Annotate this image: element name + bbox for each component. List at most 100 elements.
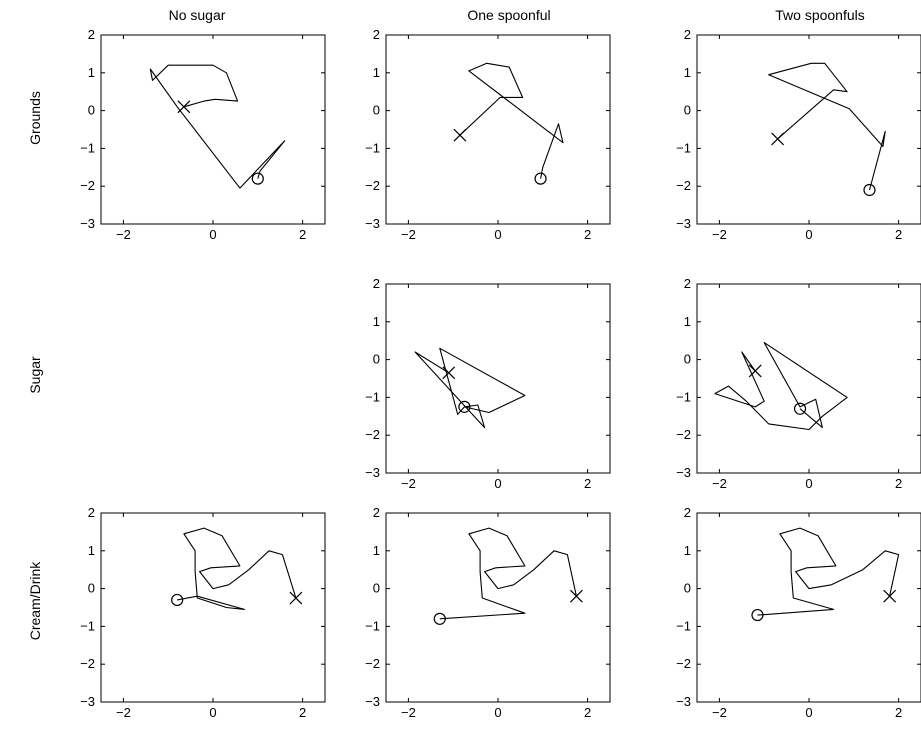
row-label-grounds: Grounds: [27, 91, 43, 145]
x-tick-label: −2: [401, 227, 416, 242]
y-tick-label: 0: [373, 352, 380, 367]
y-tick-label: −2: [676, 178, 691, 193]
x-tick-label: 0: [494, 227, 501, 242]
y-tick-label: −1: [80, 618, 95, 633]
trajectory-line: [714, 342, 848, 431]
y-tick-label: 0: [684, 103, 691, 118]
y-tick-label: −1: [676, 140, 691, 155]
y-tick-label: 2: [373, 505, 380, 520]
y-tick-label: −1: [365, 140, 380, 155]
y-tick-label: −1: [365, 389, 380, 404]
start-x-marker: [453, 128, 467, 142]
row-label-sugar: Sugar: [27, 356, 43, 394]
y-tick-label: 0: [88, 581, 95, 596]
y-tick-label: 2: [684, 505, 691, 520]
panel-r0-c0: −2 0 2 2 1 0 −1 −2 −3: [80, 27, 326, 242]
y-tick-label: −3: [676, 216, 691, 231]
y-tick-label: −1: [676, 389, 691, 404]
trajectory-line: [149, 64, 286, 189]
x-tick-label: −2: [712, 476, 727, 491]
y-tick-label: 1: [373, 314, 380, 329]
y-tick-label: 1: [373, 543, 380, 558]
end-circle-marker: [863, 183, 876, 197]
y-tick-label: −2: [676, 656, 691, 671]
column-title-no-sugar: No sugar: [169, 7, 226, 23]
start-x-marker: [748, 364, 762, 378]
y-tick-label: −3: [80, 216, 95, 231]
axes-frame: [100, 34, 326, 225]
trajectory-line: [439, 527, 577, 620]
y-tick-label: 1: [88, 543, 95, 558]
y-tick-label: −3: [676, 465, 691, 480]
start-x-marker: [569, 589, 583, 603]
x-tick-label: 0: [805, 227, 812, 242]
end-circle-marker: [171, 593, 184, 607]
trajectory-line: [459, 62, 564, 179]
panel-r0-c2: −2 0 2 2 1 0 −1 −2 −3: [676, 27, 921, 242]
y-tick-label: −1: [365, 618, 380, 633]
x-tick-label: 0: [209, 705, 216, 720]
y-tick-label: −3: [365, 694, 380, 709]
x-tick-label: 2: [895, 705, 902, 720]
y-tick-label: 1: [373, 65, 380, 80]
x-tick-label: 2: [299, 227, 306, 242]
y-tick-label: −1: [676, 618, 691, 633]
axes-frame: [385, 34, 611, 225]
x-tick-label: 2: [584, 227, 591, 242]
y-tick-label: −3: [676, 694, 691, 709]
x-tick-label: −2: [116, 227, 131, 242]
panel-r2-c2: −2 0 2 2 1 0 −1 −2 −3: [676, 505, 921, 720]
axes-frame: [385, 512, 611, 703]
panel-r1-c1: −2 0 2 2 1 0 −1 −2 −3: [365, 276, 611, 491]
y-tick-label: −2: [80, 656, 95, 671]
y-tick-label: 2: [373, 27, 380, 42]
x-tick-label: 2: [584, 476, 591, 491]
axes-frame: [696, 283, 921, 474]
y-tick-label: 2: [88, 505, 95, 520]
y-tick-label: 1: [684, 65, 691, 80]
end-circle-marker: [433, 612, 446, 625]
y-tick-label: −3: [365, 465, 380, 480]
column-title-two-spoonfuls: Two spoonfuls: [775, 7, 865, 23]
y-tick-label: 0: [373, 103, 380, 118]
y-tick-label: −2: [365, 656, 380, 671]
x-tick-label: −2: [712, 705, 727, 720]
y-tick-label: −2: [365, 427, 380, 442]
panel-r2-c1: −2 0 2 2 1 0 −1 −2 −3: [365, 505, 611, 720]
y-tick-label: 1: [88, 65, 95, 80]
x-tick-label: 0: [209, 227, 216, 242]
start-x-marker: [289, 591, 303, 605]
x-tick-label: 0: [494, 476, 501, 491]
axes-frame: [385, 283, 611, 474]
x-tick-label: 2: [584, 705, 591, 720]
y-tick-label: 0: [373, 581, 380, 596]
y-tick-label: −3: [80, 694, 95, 709]
end-circle-marker: [751, 608, 764, 622]
axes-frame: [696, 512, 921, 703]
trajectory-line: [177, 527, 297, 610]
panel-r1-c2: −2 0 2 2 1 0 −1 −2 −3: [676, 276, 921, 491]
y-tick-label: 2: [88, 27, 95, 42]
row-labels: Grounds Sugar Cream/Drink: [27, 91, 43, 640]
start-x-marker: [883, 589, 897, 603]
y-tick-label: 2: [373, 276, 380, 291]
y-tick-label: −2: [676, 427, 691, 442]
x-tick-label: 2: [299, 705, 306, 720]
end-circle-marker: [793, 402, 807, 415]
trajectory-line: [757, 527, 900, 616]
start-x-marker: [177, 100, 191, 114]
x-tick-label: −2: [712, 227, 727, 242]
end-circle-marker: [534, 172, 547, 185]
y-tick-label: 1: [684, 314, 691, 329]
y-tick-label: 0: [684, 352, 691, 367]
y-tick-label: −1: [80, 140, 95, 155]
x-tick-label: −2: [401, 476, 416, 491]
panel-r0-c1: −2 0 2 2 1 0 −1 −2 −3: [365, 27, 611, 242]
x-tick-label: −2: [116, 705, 131, 720]
column-title-one-spoonful: One spoonful: [467, 7, 550, 23]
column-titles: No sugar One spoonful Two spoonfuls: [169, 7, 865, 23]
y-tick-label: 0: [684, 581, 691, 596]
axes-frame: [696, 34, 921, 225]
